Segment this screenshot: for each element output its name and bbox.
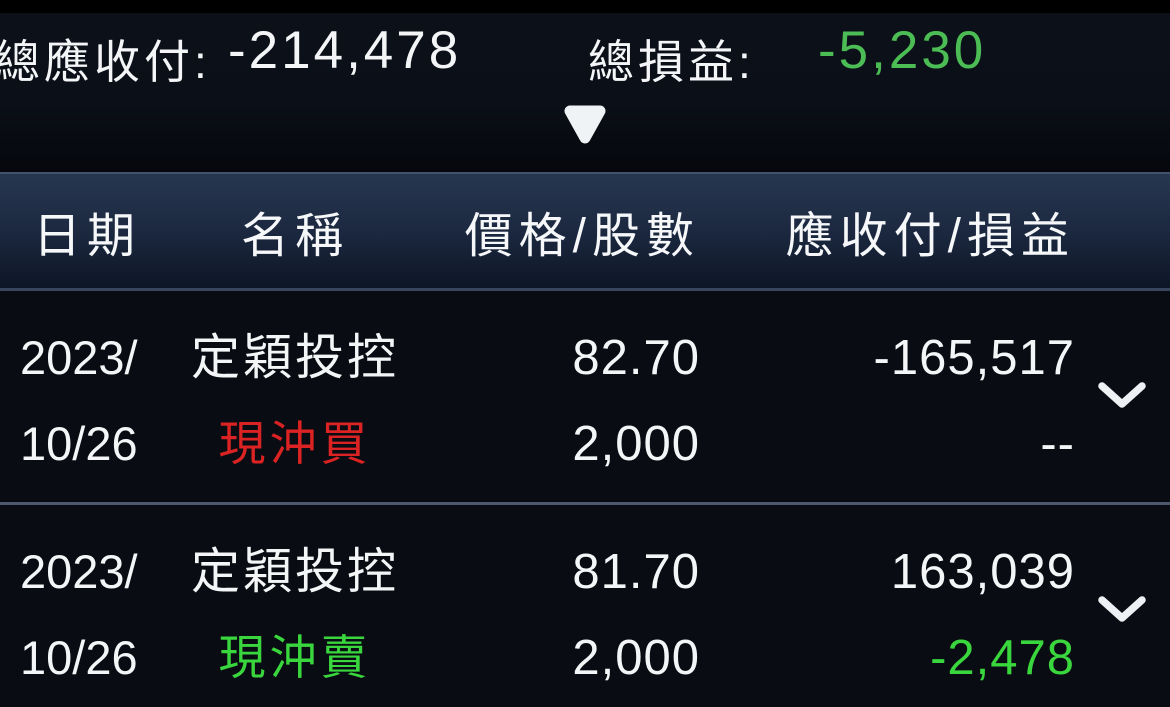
trade-receivable-pl: 163,039 -2,478 bbox=[700, 529, 1075, 707]
chevron-down-icon bbox=[1098, 596, 1146, 622]
header-receivable-pl: 應收付/損益 bbox=[785, 210, 1075, 263]
row-expand-control[interactable] bbox=[1075, 529, 1170, 707]
status-bar-strip bbox=[0, 0, 1170, 13]
profit-loss-value: -- bbox=[1040, 417, 1075, 471]
price-value: 81.70 bbox=[572, 545, 700, 599]
trade-price-shares: 81.70 2,000 bbox=[440, 529, 700, 707]
receivable-value: -165,517 bbox=[873, 331, 1075, 385]
totals-summary-bar: 總應收付: -214,478 總損益: -5,230 bbox=[0, 0, 1170, 172]
row-expand-control[interactable] bbox=[1075, 315, 1170, 500]
header-name: 名稱 bbox=[240, 210, 349, 263]
profit-loss-value: -2,478 bbox=[930, 631, 1075, 685]
trade-date-year: 2023/ bbox=[20, 545, 138, 598]
header-date: 日期 bbox=[33, 210, 142, 263]
table-header-row: 日期 名稱 價格/股數 應收付/損益 bbox=[0, 172, 1170, 291]
trade-date-day: 10/26 bbox=[20, 417, 138, 470]
header-price-shares: 價格/股數 bbox=[464, 210, 700, 263]
total-profit-loss-label: 總損益: bbox=[588, 36, 755, 88]
trade-stock: 定穎投控 現沖賣 bbox=[150, 529, 440, 707]
trade-price-shares: 82.70 2,000 bbox=[440, 315, 700, 500]
total-receivable-value: -214,478 bbox=[228, 21, 462, 80]
trade-date: 2023/ 10/26 bbox=[0, 529, 150, 707]
total-profit-loss-value: -5,230 bbox=[818, 21, 987, 80]
trade-stock: 定穎投控 現沖買 bbox=[150, 315, 440, 500]
collapse-triangle-icon[interactable] bbox=[559, 100, 611, 150]
stock-name: 定穎投控 bbox=[190, 331, 399, 385]
trade-row[interactable]: 2023/ 10/26 定穎投控 現沖買 82.70 2,000 -165,51… bbox=[0, 291, 1170, 500]
trade-type-badge: 現沖買 bbox=[218, 417, 372, 470]
trade-date-year: 2023/ bbox=[20, 331, 138, 384]
chevron-down-icon bbox=[1098, 382, 1146, 408]
row-divider bbox=[0, 500, 1170, 505]
price-value: 82.70 bbox=[572, 331, 700, 385]
trade-row[interactable]: 2023/ 10/26 定穎投控 現沖賣 81.70 2,000 163,039… bbox=[0, 505, 1170, 707]
shares-value: 2,000 bbox=[572, 417, 700, 471]
total-receivable-label: 總應收付: bbox=[0, 36, 211, 88]
receivable-value: 163,039 bbox=[890, 545, 1075, 599]
trade-receivable-pl: -165,517 -- bbox=[700, 315, 1075, 500]
trade-date: 2023/ 10/26 bbox=[0, 315, 150, 500]
trade-type-badge: 現沖賣 bbox=[218, 631, 372, 684]
trade-date-day: 10/26 bbox=[20, 631, 138, 684]
trade-list: 2023/ 10/26 定穎投控 現沖買 82.70 2,000 -165,51… bbox=[0, 291, 1170, 707]
stock-name: 定穎投控 bbox=[190, 545, 399, 599]
shares-value: 2,000 bbox=[572, 631, 700, 685]
